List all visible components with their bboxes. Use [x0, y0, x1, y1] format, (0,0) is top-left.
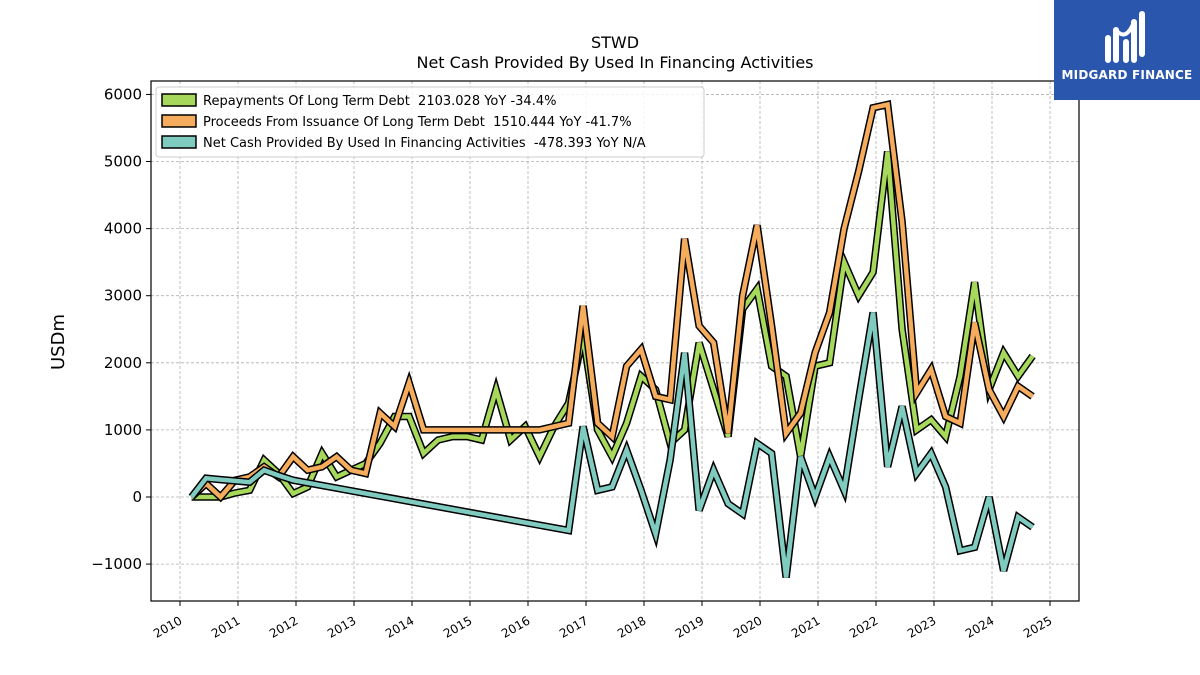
x-tick-label: 2025 — [1021, 613, 1054, 640]
legend-entry-2: Proceeds From Issuance Of Long Term Debt… — [203, 115, 632, 130]
x-tick-label: 2020 — [731, 613, 764, 640]
series-outline-1 — [191, 151, 1036, 501]
chart-subtitle: Net Cash Provided By Used In Financing A… — [416, 53, 813, 72]
y-tick-label: 6000 — [104, 85, 142, 103]
x-tick-label: 2010 — [151, 613, 184, 640]
legend-entry-3: Net Cash Provided By Used In Financing A… — [203, 136, 646, 151]
logo-mark-icon — [1105, 11, 1145, 63]
y-tick-label: 4000 — [104, 220, 142, 238]
y-tick-label: 0 — [132, 488, 142, 506]
legend-box — [155, 86, 705, 158]
legend-swatch-1 — [161, 93, 197, 107]
y-axis-label: USDm — [48, 314, 69, 370]
x-tick-label: 2024 — [963, 613, 996, 640]
x-tick-label: 2012 — [267, 613, 300, 640]
plot-area-frame — [150, 80, 1080, 602]
x-tick-label: 2015 — [441, 613, 474, 640]
series-line-3 — [189, 312, 1034, 578]
legend: Repayments Of Long Term Debt 2103.028 Yo… — [155, 86, 705, 158]
x-tick-label: 2016 — [499, 613, 532, 640]
series-lines — [188, 99, 1036, 578]
legend-swatch-3 — [161, 135, 197, 149]
chart-title: STWD — [591, 33, 639, 52]
series-line-1 — [191, 151, 1035, 500]
legend-entry-1: Repayments Of Long Term Debt 2103.028 Yo… — [203, 94, 556, 109]
logo-text: MIDGARD FINANCE — [1061, 68, 1193, 82]
x-tick-label: 2023 — [905, 613, 938, 640]
x-tick-label: 2019 — [673, 613, 706, 640]
x-tick-label: 2014 — [383, 613, 416, 640]
y-tick-label: −1000 — [91, 555, 142, 573]
x-tick-label: 2011 — [209, 613, 242, 640]
x-tick-label: 2017 — [557, 613, 590, 640]
legend-swatch-2 — [161, 114, 197, 128]
y-tick-label: 1000 — [104, 421, 142, 439]
y-tick-label: 3000 — [104, 287, 142, 305]
x-tick-label: 2021 — [789, 613, 822, 640]
x-tick-label: 2022 — [847, 613, 880, 640]
y-tick-label: 2000 — [104, 354, 142, 372]
series-line-2 — [190, 101, 1034, 501]
x-tick-label: 2013 — [325, 613, 358, 640]
x-tick-label: 2018 — [615, 613, 648, 640]
grid — [151, 81, 1079, 601]
y-tick-label: 5000 — [104, 153, 142, 171]
midgard-finance-logo: MIDGARD FINANCE — [1054, 0, 1200, 100]
